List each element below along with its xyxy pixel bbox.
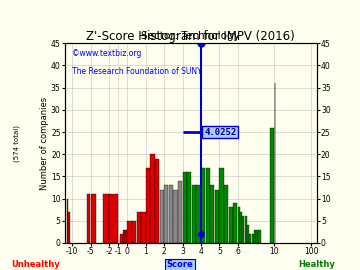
Bar [229,207,233,243]
Text: ©www.textbiz.org: ©www.textbiz.org [72,49,142,58]
Text: 4.0252: 4.0252 [204,127,237,137]
Bar [125,230,127,243]
Bar [196,185,201,243]
Bar [254,230,256,243]
Bar [258,230,261,243]
Bar [164,185,168,243]
Bar [219,167,224,243]
Bar [159,190,164,243]
Bar [201,167,205,243]
Bar [123,230,125,243]
Bar [141,212,145,243]
Text: The Research Foundation of SUNY: The Research Foundation of SUNY [72,67,202,76]
Bar [103,194,109,243]
Bar [109,194,118,243]
Bar [183,172,187,243]
Bar [192,185,196,243]
Bar [244,216,247,243]
Bar [87,194,90,243]
Text: (574 total): (574 total) [14,124,20,162]
Title: Z'-Score Histogram for IMPV (2016): Z'-Score Histogram for IMPV (2016) [86,30,295,43]
Bar [150,154,155,243]
Bar [210,185,215,243]
Y-axis label: Number of companies: Number of companies [40,97,49,190]
Bar [68,212,70,243]
Bar [215,190,219,243]
Bar [173,190,178,243]
Bar [127,221,132,243]
Bar [240,212,242,243]
Bar [238,207,240,243]
Text: Unhealthy: Unhealthy [12,260,60,269]
Bar [270,127,274,243]
Bar [146,167,150,243]
Bar [233,203,238,243]
Bar [256,230,258,243]
Bar [187,172,192,243]
Text: Sector: Technology: Sector: Technology [141,31,240,41]
Bar [136,212,141,243]
Bar [91,194,96,243]
Bar [206,167,210,243]
Bar [178,181,182,243]
Text: Score: Score [167,260,193,269]
Bar [249,234,251,243]
Bar [121,234,123,243]
Bar [169,185,173,243]
Bar [132,221,136,243]
Text: Healthy: Healthy [298,260,335,269]
Bar [67,199,68,243]
Bar [224,185,228,243]
Bar [242,216,244,243]
Bar [247,225,249,243]
Bar [252,234,254,243]
Bar [155,159,159,243]
